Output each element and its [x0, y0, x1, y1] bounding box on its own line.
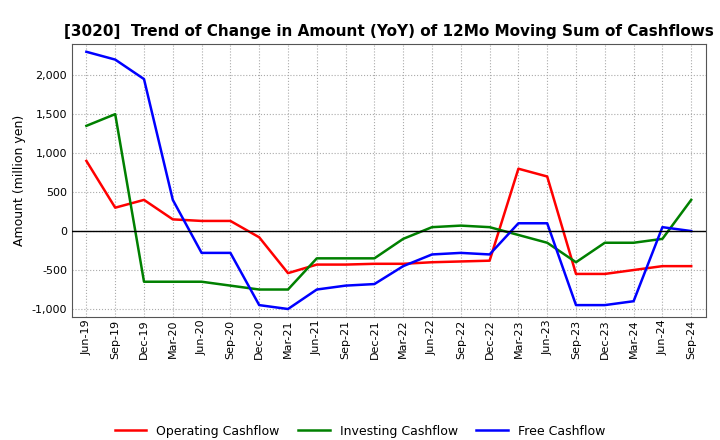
- Operating Cashflow: [572, 271, 580, 277]
- Investing Cashflow: [82, 123, 91, 128]
- Free Cashflow: [687, 228, 696, 234]
- Line: Free Cashflow: Free Cashflow: [86, 52, 691, 309]
- Investing Cashflow: [197, 279, 206, 284]
- Operating Cashflow: [456, 259, 465, 264]
- Free Cashflow: [341, 283, 350, 288]
- Title: [3020]  Trend of Change in Amount (YoY) of 12Mo Moving Sum of Cashflows: [3020] Trend of Change in Amount (YoY) o…: [64, 24, 714, 39]
- Investing Cashflow: [370, 256, 379, 261]
- Line: Operating Cashflow: Operating Cashflow: [86, 161, 691, 274]
- Line: Investing Cashflow: Investing Cashflow: [86, 114, 691, 290]
- Free Cashflow: [485, 252, 494, 257]
- Free Cashflow: [543, 220, 552, 226]
- Operating Cashflow: [514, 166, 523, 171]
- Investing Cashflow: [255, 287, 264, 292]
- Investing Cashflow: [572, 260, 580, 265]
- Operating Cashflow: [428, 260, 436, 265]
- Investing Cashflow: [428, 224, 436, 230]
- Investing Cashflow: [111, 111, 120, 117]
- Operating Cashflow: [312, 262, 321, 267]
- Investing Cashflow: [543, 240, 552, 246]
- Investing Cashflow: [341, 256, 350, 261]
- Operating Cashflow: [140, 197, 148, 202]
- Free Cashflow: [284, 306, 292, 312]
- Legend: Operating Cashflow, Investing Cashflow, Free Cashflow: Operating Cashflow, Investing Cashflow, …: [110, 420, 610, 440]
- Free Cashflow: [140, 77, 148, 82]
- Operating Cashflow: [629, 268, 638, 273]
- Investing Cashflow: [312, 256, 321, 261]
- Free Cashflow: [168, 197, 177, 202]
- Investing Cashflow: [399, 236, 408, 242]
- Free Cashflow: [82, 49, 91, 55]
- Free Cashflow: [255, 302, 264, 308]
- Free Cashflow: [658, 224, 667, 230]
- Operating Cashflow: [226, 218, 235, 224]
- Free Cashflow: [629, 299, 638, 304]
- Investing Cashflow: [658, 236, 667, 242]
- Investing Cashflow: [456, 223, 465, 228]
- Operating Cashflow: [600, 271, 609, 277]
- Operating Cashflow: [284, 271, 292, 276]
- Investing Cashflow: [687, 197, 696, 202]
- Investing Cashflow: [600, 240, 609, 246]
- Operating Cashflow: [341, 262, 350, 267]
- Investing Cashflow: [485, 224, 494, 230]
- Free Cashflow: [197, 250, 206, 256]
- Investing Cashflow: [629, 240, 638, 246]
- Investing Cashflow: [168, 279, 177, 284]
- Operating Cashflow: [82, 158, 91, 164]
- Operating Cashflow: [370, 261, 379, 267]
- Free Cashflow: [111, 57, 120, 62]
- Operating Cashflow: [687, 264, 696, 269]
- Operating Cashflow: [255, 235, 264, 240]
- Operating Cashflow: [111, 205, 120, 210]
- Free Cashflow: [514, 220, 523, 226]
- Free Cashflow: [226, 250, 235, 256]
- Investing Cashflow: [514, 232, 523, 238]
- Operating Cashflow: [543, 174, 552, 179]
- Free Cashflow: [428, 252, 436, 257]
- Operating Cashflow: [168, 217, 177, 222]
- Free Cashflow: [572, 302, 580, 308]
- Operating Cashflow: [485, 258, 494, 263]
- Free Cashflow: [312, 287, 321, 292]
- Operating Cashflow: [658, 264, 667, 269]
- Y-axis label: Amount (million yen): Amount (million yen): [13, 115, 26, 246]
- Free Cashflow: [600, 302, 609, 308]
- Free Cashflow: [456, 250, 465, 256]
- Operating Cashflow: [197, 218, 206, 224]
- Investing Cashflow: [140, 279, 148, 284]
- Free Cashflow: [370, 282, 379, 287]
- Investing Cashflow: [284, 287, 292, 292]
- Investing Cashflow: [226, 283, 235, 288]
- Operating Cashflow: [399, 261, 408, 267]
- Free Cashflow: [399, 264, 408, 269]
